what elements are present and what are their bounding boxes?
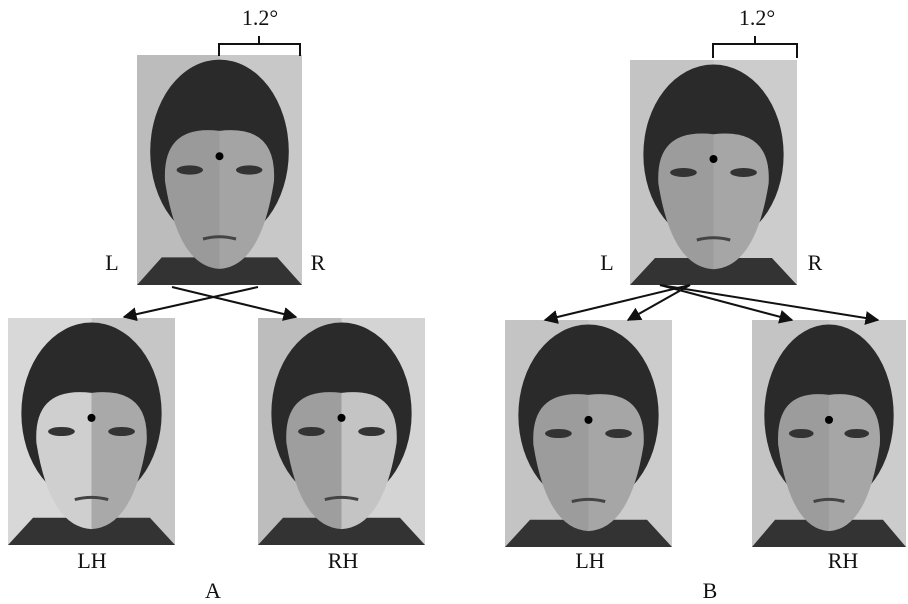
panel-label: B <box>703 578 718 603</box>
left-label: L <box>600 250 613 275</box>
faces <box>8 55 906 547</box>
output-label: LH <box>77 548 106 573</box>
face-photo <box>258 318 425 545</box>
face-photo <box>752 320 906 547</box>
output-label: LH <box>575 548 604 573</box>
face-photo <box>137 55 302 285</box>
face-photo <box>505 320 672 547</box>
right-label: R <box>311 250 326 275</box>
panel-label: A <box>205 578 221 603</box>
face-photo <box>630 60 797 285</box>
figure: 1.2° L R LH RH A 1.2° L R LH RH B <box>0 0 908 604</box>
output-label: RH <box>828 548 859 573</box>
angle-label: 1.2° <box>739 5 775 30</box>
output-label: RH <box>328 548 359 573</box>
angle-label: 1.2° <box>242 5 278 30</box>
left-label: L <box>105 250 118 275</box>
face-photo <box>8 318 175 545</box>
right-label: R <box>808 250 823 275</box>
